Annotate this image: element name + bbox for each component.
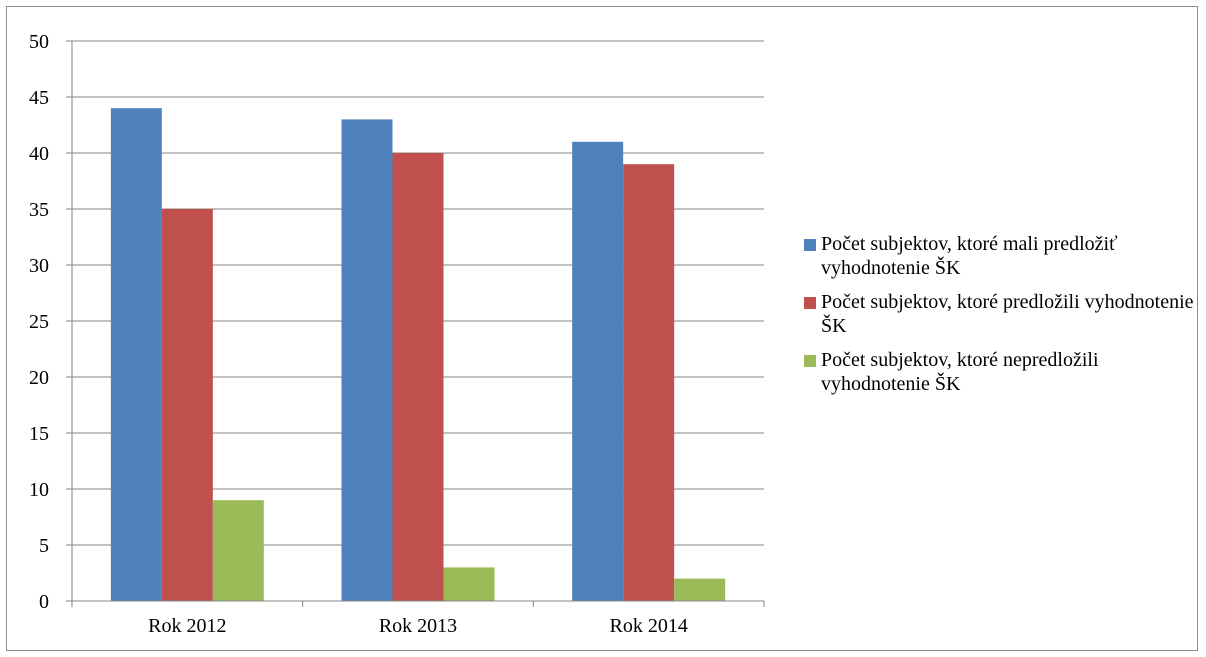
y-tick-label: 15 [29, 423, 49, 445]
axes [66, 40, 765, 607]
bar-series-3-1 [212, 500, 264, 601]
chart-legend: Počet subjektov, ktoré mali predložiť vy… [800, 232, 1200, 406]
legend-swatch-series-1 [804, 239, 816, 251]
x-tick-labels: Rok 2012 Rok 2013 Rok 2014 [148, 615, 688, 637]
legend-label-series-2: Počet subjektov, ktoré predložili vyhodn… [821, 291, 1194, 337]
legend-item-series-3: Počet subjektov, ktoré nepredložili vyho… [800, 348, 1200, 396]
legend-swatch-series-2 [804, 297, 816, 309]
bar-series-2-1 [161, 209, 213, 601]
y-tick-label: 40 [29, 143, 49, 165]
y-tick-label: 45 [29, 87, 49, 109]
y-tick-label: 5 [39, 535, 49, 557]
y-tick-label: 35 [29, 199, 49, 221]
x-tick-label: Rok 2013 [379, 615, 457, 637]
bar-series-1-1 [110, 108, 162, 601]
y-tick-labels: 0 5 10 15 20 25 30 35 40 45 50 [29, 31, 49, 613]
legend-label-series-3: Počet subjektov, ktoré nepredložili vyho… [821, 349, 1099, 395]
y-tick-label: 10 [29, 479, 49, 501]
bar-series-1-3 [572, 141, 624, 602]
x-tick-label: Rok 2012 [148, 615, 226, 637]
y-tick-label: 50 [29, 31, 49, 53]
y-tick-label: 25 [29, 311, 49, 333]
bar-series-2-2 [392, 153, 444, 601]
legend-swatch-series-3 [804, 355, 816, 367]
bar-series-3-3 [674, 578, 726, 601]
bar-series-3-2 [443, 567, 495, 601]
x-tick-label: Rok 2014 [609, 615, 687, 637]
bars [110, 108, 726, 602]
y-tick-label: 20 [29, 367, 49, 389]
legend-label-series-1: Počet subjektov, ktoré mali predložiť vy… [821, 233, 1118, 279]
bar-series-2-3 [623, 164, 675, 601]
y-tick-label: 30 [29, 255, 49, 277]
y-tick-label: 0 [39, 591, 49, 613]
bar-series-1-2 [341, 119, 393, 602]
legend-item-series-1: Počet subjektov, ktoré mali predložiť vy… [800, 232, 1200, 280]
legend-item-series-2: Počet subjektov, ktoré predložili vyhodn… [800, 290, 1200, 338]
